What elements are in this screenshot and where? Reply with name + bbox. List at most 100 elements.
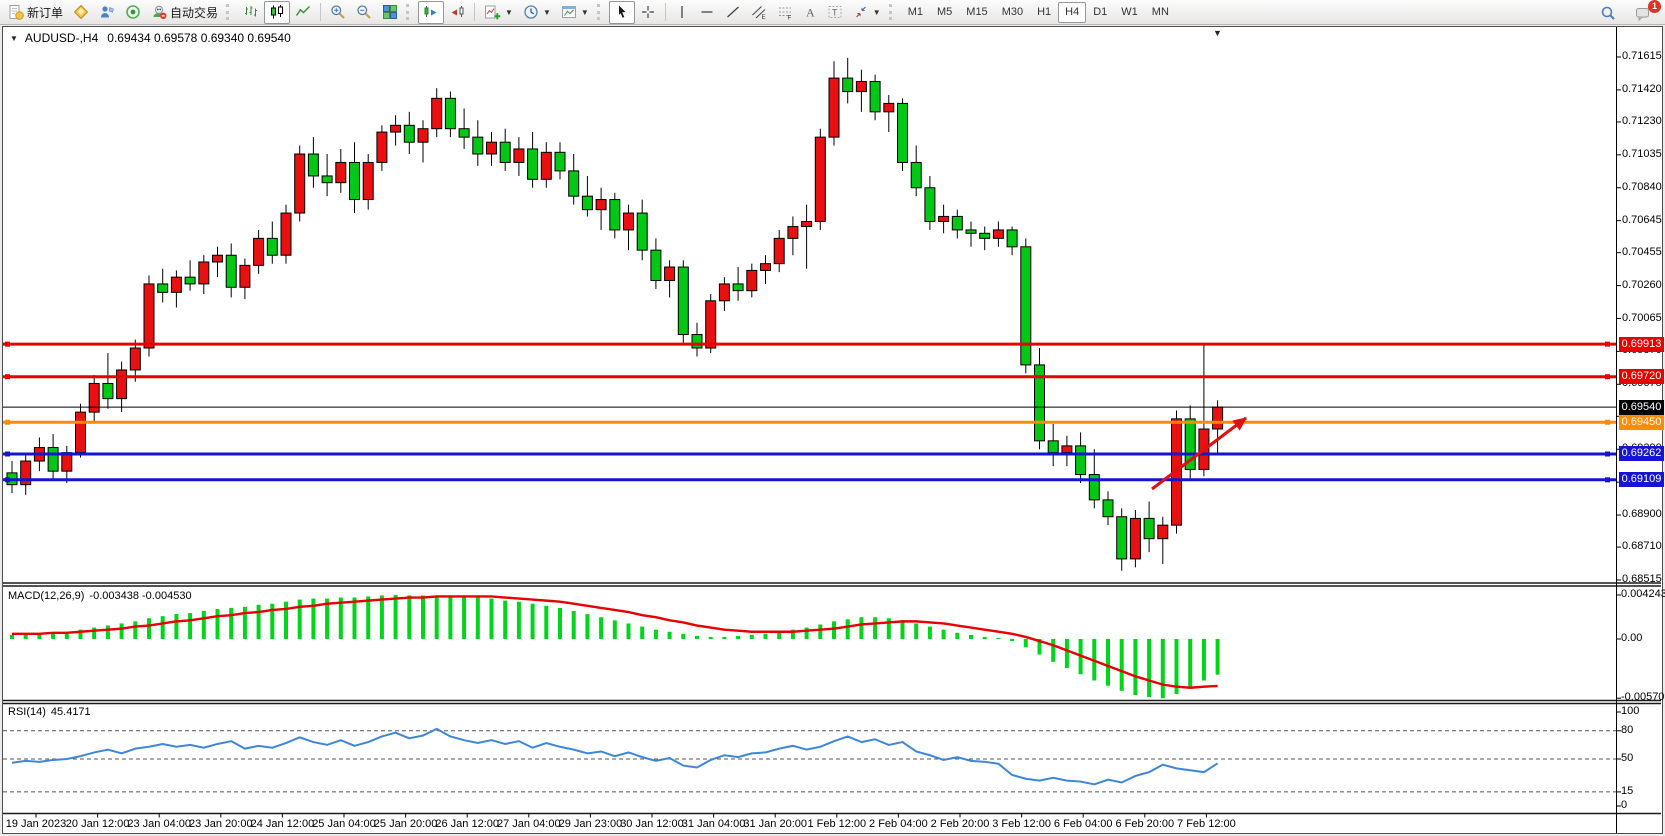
auto-scroll-icon	[424, 6, 437, 17]
trendline-button[interactable]	[720, 1, 746, 24]
timeframe-m30-button[interactable]: M30	[1001, 6, 1024, 18]
clock-icon	[524, 5, 538, 19]
timeframe-d1-button[interactable]: D1	[1093, 6, 1108, 18]
fibonacci-button[interactable]: F	[772, 1, 798, 24]
timeframe-m15-button[interactable]: M15	[966, 6, 988, 18]
indicators-button[interactable]: ▼	[479, 1, 518, 24]
notifications-button[interactable]: 1	[1630, 0, 1661, 24]
toolbar-grip	[888, 4, 896, 20]
timeframe-m5-button[interactable]: M5	[937, 6, 953, 18]
ohlc-values: 0.69434 0.69578 0.69340 0.69540	[107, 31, 291, 45]
chevron-down-icon: ▼	[542, 7, 551, 17]
vertical-line-button[interactable]	[670, 1, 694, 24]
line-chart-button[interactable]	[290, 1, 316, 24]
autotrade-icon	[153, 5, 167, 19]
zoom-in-button[interactable]	[325, 1, 351, 24]
rsi-tick-label: 50	[1621, 752, 1634, 764]
candlestick-chart-button[interactable]	[264, 0, 291, 24]
arrows-icon	[855, 6, 866, 18]
text-button[interactable]: A	[798, 1, 822, 24]
trendline-icon	[726, 6, 739, 18]
chart-shift-button[interactable]	[444, 1, 470, 24]
toolbar-grip	[596, 4, 604, 20]
rsi-name: RSI(14)	[8, 706, 46, 718]
text-label-icon: T	[828, 6, 842, 18]
rsi-indicator-label: RSI(14) 45.4171	[8, 706, 96, 718]
price-badge-0.69540: 0.69540	[1619, 399, 1664, 415]
search-button[interactable]	[1595, 1, 1621, 24]
time-label: 24 Jan 12:00	[250, 818, 315, 830]
fibonacci-icon: F	[778, 7, 791, 21]
price-tick-label: 0.68900	[1622, 508, 1662, 521]
timeframe-mn-button[interactable]: MN	[1151, 6, 1169, 18]
horizontal-line-icon	[701, 11, 713, 13]
toolbar-right: 1	[1595, 0, 1661, 25]
rsi-tick-label: 0	[1621, 799, 1628, 811]
chat-bubble-icon	[1636, 7, 1649, 21]
autotrade-label: 自动交易	[170, 5, 219, 20]
price-tick-label: 0.70455	[1622, 245, 1662, 258]
timeframe-h1-button[interactable]: H1	[1037, 6, 1052, 18]
chart-title: ▼ AUDUSD-,H4 0.69434 0.69578 0.69340 0.695…	[10, 31, 291, 45]
chart-shift-marker[interactable]: ▼	[1213, 28, 1222, 38]
autotrade-button[interactable]: 自动交易	[146, 1, 223, 24]
macd-indicator-label: MACD(12,26,9) -0.003438 -0.004530	[8, 590, 197, 602]
equidistant-channel-button[interactable]: E	[746, 1, 772, 24]
price-tick-label: 0.71420	[1622, 82, 1662, 95]
cursor-button[interactable]	[608, 0, 635, 24]
price-tick-label: 0.68710	[1622, 540, 1662, 553]
alerts-icon	[126, 5, 140, 19]
chevron-down-icon: ▼	[505, 7, 513, 17]
vertical-line-icon	[681, 6, 683, 18]
alerts-button[interactable]	[120, 1, 146, 24]
zoom-out-button[interactable]	[351, 1, 377, 24]
auto-scroll-button[interactable]	[418, 0, 445, 24]
toolbar-separator	[474, 3, 476, 21]
periods-button[interactable]: ▼	[518, 1, 556, 24]
price-tick-label: 0.70260	[1622, 278, 1662, 291]
toolbar-grip	[406, 4, 413, 20]
price-tick-label: 0.70840	[1622, 180, 1662, 193]
macd-tick-label: -0.005709	[1621, 691, 1665, 704]
bar-chart-button[interactable]	[238, 1, 264, 24]
candlestick-chart-icon	[271, 5, 284, 19]
toolbar: 新订单 自动交易	[0, 0, 1665, 25]
rsi-tick-label: 80	[1621, 723, 1634, 736]
svg-text:F: F	[787, 16, 791, 21]
templates-button[interactable]: ▼	[556, 1, 594, 24]
time-label: 7 Feb 12:00	[1177, 818, 1236, 830]
time-label: 25 Jan 04:00	[312, 818, 376, 830]
time-label: 26 Jan 12:00	[435, 818, 499, 830]
time-label: 31 Jan 04:00	[681, 818, 746, 830]
crosshair-button[interactable]	[635, 1, 661, 24]
zoom-in-icon	[331, 5, 345, 19]
new-order-button[interactable]: 新订单	[3, 1, 68, 24]
price-badge-0.69109: 0.69109	[1619, 472, 1664, 488]
timeframe-h4-button[interactable]: H4	[1058, 1, 1087, 23]
new-order-icon	[9, 5, 24, 20]
symbol-period-label: AUDUSD-,H4	[24, 31, 99, 45]
profiles-icon	[101, 6, 114, 18]
profiles-button[interactable]	[94, 1, 120, 24]
time-label: 23 Jan 20:00	[188, 818, 253, 830]
toolbar-separator	[664, 3, 666, 21]
price-badge-0.69262: 0.69262	[1619, 446, 1664, 462]
chart-window[interactable]	[2, 26, 1663, 834]
rsi-tick-label: 15	[1621, 784, 1634, 797]
time-label: 1 Feb 12:00	[807, 818, 867, 830]
arrows-button[interactable]: ▼	[848, 1, 886, 24]
price-tick-label: 0.68515	[1622, 573, 1662, 585]
svg-text:T: T	[832, 8, 838, 18]
rsi-tick-label: 100	[1621, 705, 1640, 717]
new-chart-button[interactable]	[68, 1, 94, 24]
horizontal-line-button[interactable]	[694, 1, 720, 24]
price-tick-label: 0.70645	[1622, 213, 1662, 226]
timeframe-m1-button[interactable]: M1	[907, 6, 923, 18]
time-label: 20 Jan 12:00	[65, 818, 130, 830]
line-chart-icon	[295, 6, 311, 16]
text-label-button[interactable]: T	[822, 1, 848, 24]
tile-windows-button[interactable]	[377, 1, 403, 24]
timeframe-w1-button[interactable]: W1	[1121, 6, 1138, 18]
chart-menu-caret[interactable]: ▼	[10, 34, 18, 43]
